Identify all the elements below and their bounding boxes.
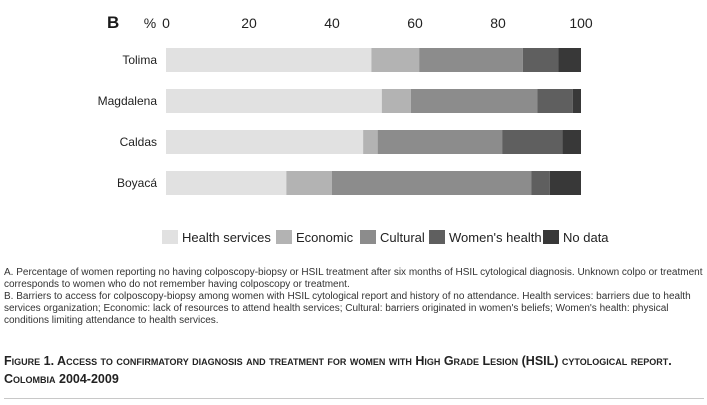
bar-segment-tolima-cultural <box>419 48 523 72</box>
note-a: A. Percentage of women reporting no havi… <box>4 267 703 290</box>
x-tick-label: 100 <box>569 15 593 31</box>
stacked-bar-chart: B % 0 20 40 60 80 100 Tolima Magdalena Caldas Bo… <box>98 13 610 245</box>
category-label: Magdalena <box>98 94 158 108</box>
bar-segment-magdalena-cultural <box>410 89 538 113</box>
bar-segment-magdalena-no-data <box>572 89 581 113</box>
bar-segment-magdalena-women-s-health <box>537 89 573 113</box>
legend-item-health-services: Health services <box>162 230 271 245</box>
bar-segment-caldas-no-data <box>562 130 581 154</box>
bar-segment-magdalena-health-services <box>166 89 382 113</box>
bar-segment-caldas-cultural <box>377 130 503 154</box>
bar-segment-magdalena-economic <box>381 89 411 113</box>
bar-segment-tolima-women-s-health <box>522 48 559 72</box>
legend-label: Cultural <box>380 230 425 245</box>
bar-segment-tolima-health-services <box>166 48 372 72</box>
x-tick-label: 60 <box>407 15 423 31</box>
legend-swatch <box>429 230 445 244</box>
legend-item-cultural: Cultural <box>360 230 425 245</box>
legend-label: Health services <box>182 230 271 245</box>
legend-swatch <box>360 230 376 244</box>
bar-segment-boyac-no-data <box>549 171 581 195</box>
category-label: Boyacá <box>117 176 157 190</box>
category-label: Caldas <box>120 135 157 149</box>
caption-rule <box>4 398 704 399</box>
x-tick-label: 0 <box>162 15 170 31</box>
legend-swatch <box>543 230 559 244</box>
bar-segment-caldas-women-s-health <box>502 130 563 154</box>
legend-item-women-s-health: Women's health <box>429 230 542 245</box>
figure-caption: Figure 1. Access to confirmatory diagnos… <box>4 354 672 386</box>
note-b: B. Barriers to access for colposcopy-bio… <box>4 291 691 326</box>
bar-segment-boyac-women-s-health <box>531 171 550 195</box>
legend-item-no-data: No data <box>543 230 609 245</box>
bar-segment-boyac-economic <box>286 171 332 195</box>
figure-notes: A. Percentage of women reporting no havi… <box>4 267 704 327</box>
unit-label: % <box>144 15 156 31</box>
legend-swatch <box>162 230 178 244</box>
bar-segment-tolima-no-data <box>558 48 581 72</box>
legend-label: Women's health <box>449 230 542 245</box>
panel-label: B <box>107 13 119 32</box>
x-tick-label: 40 <box>324 15 340 31</box>
legend-item-economic: Economic <box>276 230 354 245</box>
bar-segment-caldas-economic <box>363 130 378 154</box>
bar-segment-tolima-economic <box>371 48 420 72</box>
bar-segment-caldas-health-services <box>166 130 364 154</box>
bar-segment-boyac-health-services <box>166 171 287 195</box>
x-tick-label: 80 <box>490 15 506 31</box>
bar-segment-boyac-cultural <box>332 171 532 195</box>
x-tick-label: 20 <box>241 15 257 31</box>
legend-label: No data <box>563 230 609 245</box>
legend-label: Economic <box>296 230 354 245</box>
category-label: Tolima <box>122 53 157 67</box>
legend-swatch <box>276 230 292 244</box>
